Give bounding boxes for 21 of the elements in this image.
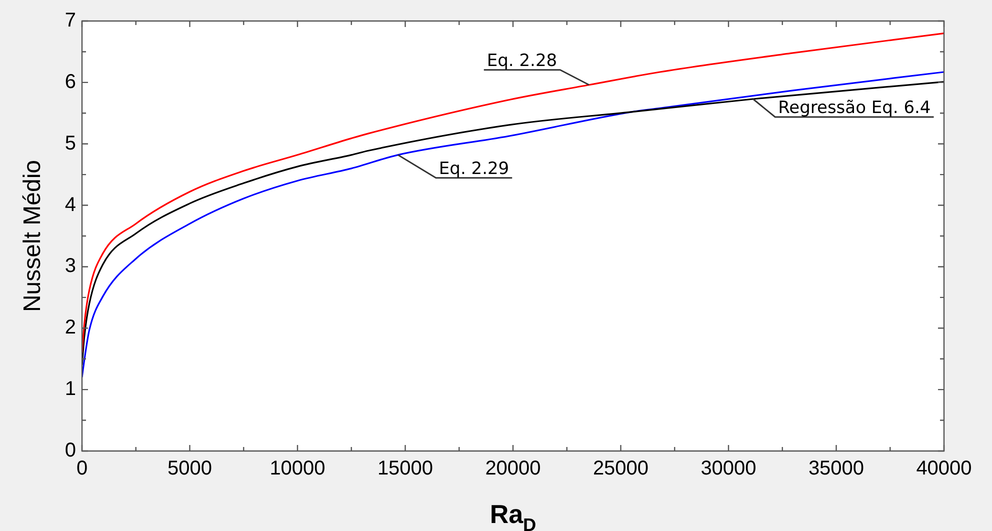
y-tick-label: 7 <box>64 10 76 32</box>
line-series <box>82 32 944 354</box>
x-tick-label: 35000 <box>808 458 864 480</box>
y-axis-title: Nusselt Médio <box>19 160 46 312</box>
y-tick-label: 1 <box>64 378 76 400</box>
x-tick-label: 40000 <box>916 458 972 480</box>
x-tick-label: 15000 <box>377 458 434 480</box>
y-tick-label: 5 <box>64 132 76 154</box>
x-tick-label: 30000 <box>700 458 756 480</box>
x-tick-label: 25000 <box>592 458 649 480</box>
annotation: Regressão Eq. 6.4 <box>778 98 931 118</box>
annotation: Eq. 2.28 <box>486 50 558 71</box>
y-tick-label: 0 <box>64 440 76 462</box>
y-tick-label: 6 <box>64 70 76 93</box>
x-tick-label: 20000 <box>485 458 541 480</box>
y-tick-label: 4 <box>64 194 76 216</box>
y-tick-label: 2 <box>64 316 76 339</box>
x-tick-label: 5000 <box>168 458 212 480</box>
x-tick-label: 10000 <box>270 458 326 480</box>
y-tick-label: 3 <box>64 255 76 278</box>
annotation: Eq. 2.29 <box>438 158 510 179</box>
